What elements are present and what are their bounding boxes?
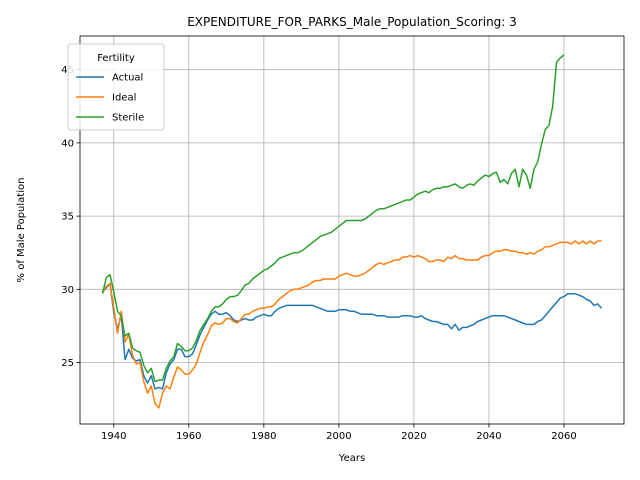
x-tick-label: 2000 [326, 431, 351, 442]
legend-items: Actual Ideal Sterile [76, 73, 144, 124]
x-axis-ticks: 1940 1960 1980 2000 2020 2040 2060 [101, 424, 577, 442]
y-axis-label: % of Male Population [16, 178, 27, 283]
x-axis-label: Years [338, 453, 365, 464]
legend-label-sterile: Sterile [112, 113, 144, 124]
legend: Fertility Actual Ideal Sterile [67, 43, 165, 131]
legend-box [67, 43, 165, 131]
x-tick-label: 2020 [401, 431, 426, 442]
x-tick-label: 2040 [476, 431, 501, 442]
chart-title: EXPENDITURE_FOR_PARKS_Male_Population_Sc… [187, 15, 517, 29]
x-tick-label: 1980 [251, 431, 276, 442]
x-tick-label: 1940 [101, 431, 126, 442]
x-tick-label: 2060 [551, 431, 576, 442]
series-line-sterile [101, 54, 565, 383]
y-tick-label: 40 [61, 138, 74, 149]
plot-frame [79, 35, 625, 425]
legend-label-actual: Actual [112, 73, 143, 84]
y-tick-label: 25 [61, 358, 74, 369]
legend-label-ideal: Ideal [112, 93, 136, 104]
series-line-actual [101, 282, 603, 390]
legend-title: Fertility [97, 53, 135, 64]
series-lines [101, 54, 603, 409]
series-line-ideal [101, 240, 602, 409]
y-tick-label: 30 [61, 285, 74, 296]
y-tick-label: 35 [61, 212, 74, 223]
x-tick-label: 1960 [176, 431, 201, 442]
